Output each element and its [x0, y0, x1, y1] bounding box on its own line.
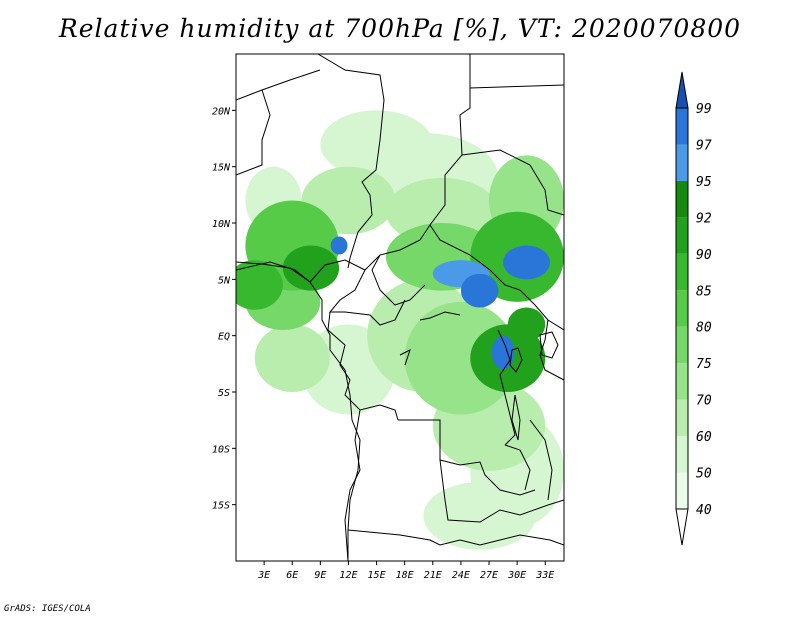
humidity-blob [503, 245, 550, 280]
border-line [327, 311, 399, 421]
border-line [529, 419, 553, 501]
humidity-blob [236, 260, 283, 310]
humidity-blob [491, 335, 515, 370]
border-line [439, 459, 564, 523]
colorbar-label: 75 [696, 357, 712, 372]
colorbar-label: 92 [696, 211, 712, 226]
lon-tick-label: 9E [314, 570, 326, 581]
colorbar-label: 60 [696, 430, 712, 445]
border-line [504, 444, 531, 491]
colorbar-label: 97 [696, 138, 712, 153]
colorbar-segment [676, 436, 688, 473]
humidity-blob [254, 324, 330, 393]
colorbar-segment [676, 399, 688, 437]
humidity-blob [460, 273, 499, 308]
lon-tick-label: 15E [368, 570, 386, 581]
lon-tick-label: 18E [396, 570, 414, 581]
border-line [236, 69, 321, 101]
colorbar-segment [676, 253, 688, 291]
colorbar-segment [676, 326, 688, 364]
lake-outline [539, 331, 559, 359]
country-borders [236, 54, 564, 561]
latitude-axis: 20N 15N 10N 5N EQ 5S 10S 15S [212, 106, 236, 512]
map-frame [235, 53, 565, 562]
colorbar-label: 99 [696, 102, 712, 117]
lat-tick-label: 10S [212, 444, 230, 455]
lon-tick-label: 30E [507, 570, 526, 581]
lat-tick-label: 10N [212, 219, 231, 230]
lon-tick-label: 33E [535, 570, 554, 581]
colorbar-below-arrow [675, 508, 689, 546]
border-line [236, 89, 271, 176]
colorbar-segment [676, 363, 688, 400]
coastline [236, 261, 361, 561]
lat-tick-label: 15N [212, 163, 231, 174]
lat-tick-label: 5N [218, 275, 231, 286]
border-line [317, 54, 385, 269]
colorbar-label: 80 [696, 321, 712, 336]
lat-tick-label: 20N [212, 106, 231, 117]
lon-tick-label: 27E [480, 570, 498, 581]
border-line [328, 254, 406, 326]
lon-tick-label: 21E [424, 570, 442, 581]
border-line [371, 54, 471, 306]
lat-tick-label: EQ [218, 332, 230, 343]
lon-tick-label: 12E [339, 570, 357, 581]
lake-outline [509, 347, 523, 373]
border-line [398, 419, 536, 496]
lat-tick-label: 15S [212, 501, 230, 512]
colorbar-frame [675, 107, 689, 510]
colorbar-label: 90 [696, 248, 712, 263]
humidity-blob [282, 245, 340, 291]
colorbar-label: 50 [696, 467, 712, 482]
map-title: Relative humidity at 700hPa [%], VT: 202… [58, 14, 742, 43]
humidity-field [236, 110, 564, 550]
colorbar-segment [676, 144, 688, 181]
longitude-axis: 3E 6E 9E 12E 15E 18E 21E 24E 27E 30E 33E [257, 561, 554, 581]
grads-credit: GrADS: IGES/COLA [4, 604, 91, 614]
border-line [469, 84, 564, 89]
lon-tick-label: 6E [286, 570, 298, 581]
river-line [419, 311, 461, 321]
colorbar-segment [676, 217, 688, 254]
river-line [399, 349, 411, 366]
colorbar-segment [676, 108, 688, 145]
border-line [347, 529, 564, 546]
humidity-blob [330, 236, 348, 255]
colorbar-label: 85 [696, 284, 712, 299]
colorbar-label: 95 [696, 175, 712, 190]
border-line [429, 224, 564, 331]
border-line [497, 329, 516, 446]
colorbar-above-arrow [675, 71, 689, 109]
border-line [461, 149, 564, 216]
colorbar-segment [676, 290, 688, 327]
lake-outline [511, 394, 521, 441]
colorbar-label: 70 [696, 394, 712, 409]
humidity-blob [423, 482, 536, 550]
humidity-blob [507, 307, 546, 342]
colorbar-segment [676, 472, 688, 509]
colorbar-segment [676, 180, 688, 218]
colorbar-label: 40 [696, 503, 712, 518]
colorbar: 40 50 60 70 75 80 85 90 92 95 97 99 [675, 71, 712, 546]
lat-tick-label: 5S [218, 388, 230, 399]
border-line [344, 409, 361, 561]
lon-tick-label: 3E [257, 570, 270, 581]
lon-tick-label: 24E [452, 570, 470, 581]
